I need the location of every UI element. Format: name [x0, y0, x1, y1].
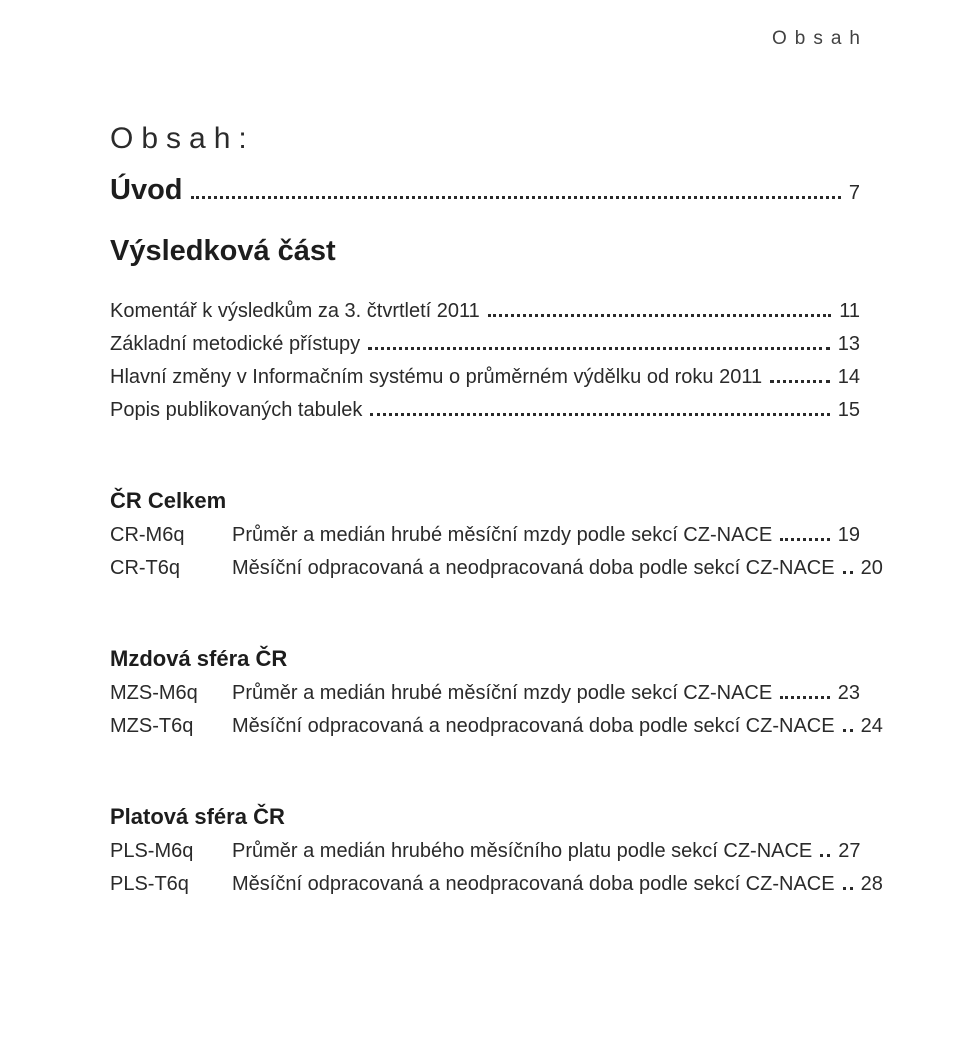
toc-label: Měsíční odpracovaná a neodpracovaná doba…	[232, 715, 835, 738]
toc-label: Základní metodické přístupy	[110, 333, 360, 356]
toc-entry: Popis publikovaných tabulek 15	[110, 399, 860, 422]
toc-page-num: 23	[836, 682, 860, 705]
leader-dots	[780, 538, 830, 541]
toc-page-num: 24	[859, 715, 883, 738]
toc-page-num: 27	[836, 840, 860, 863]
leader-dots	[488, 314, 831, 317]
leader-dots	[191, 196, 841, 199]
toc-page-num: 28	[859, 873, 883, 896]
leader-dots	[820, 854, 830, 857]
leader-dots	[780, 696, 830, 699]
toc-entry: Hlavní změny v Informačním systému o prů…	[110, 366, 860, 389]
toc-entry: CR-M6q Průměr a medián hrubé měsíční mzd…	[110, 524, 860, 547]
leader-dots	[843, 729, 853, 732]
toc-code: CR-M6q	[110, 524, 232, 547]
leader-dots	[368, 347, 830, 350]
leader-dots	[843, 571, 853, 574]
toc-page-num: 19	[836, 524, 860, 547]
toc-page-num: 11	[837, 300, 860, 323]
toc-entry-uvod: Úvod 7	[110, 174, 860, 207]
toc-entry: MZS-M6q Průměr a medián hrubé měsíční mz…	[110, 682, 860, 705]
toc-label: Hlavní změny v Informačním systému o prů…	[110, 366, 762, 389]
toc-page-num: 7	[847, 182, 860, 205]
toc-code: PLS-T6q	[110, 873, 232, 896]
toc-code: MZS-M6q	[110, 682, 232, 705]
toc-label: Měsíční odpracovaná a neodpracovaná doba…	[232, 873, 835, 896]
toc-label: Průměr a medián hrubého měsíčního platu …	[232, 840, 812, 863]
leader-dots	[843, 887, 853, 890]
toc-page-num: 15	[836, 399, 860, 422]
page-header-right: Obsah	[772, 28, 868, 50]
toc-code: PLS-M6q	[110, 840, 232, 863]
toc-entry: MZS-T6q Měsíční odpracovaná a neodpracov…	[110, 715, 860, 738]
toc-label: Komentář k výsledkům za 3. čtvrtletí 201…	[110, 300, 480, 323]
toc-label: Úvod	[110, 174, 183, 207]
toc-label: Měsíční odpracovaná a neodpracovaná doba…	[232, 557, 835, 580]
leader-dots	[370, 413, 829, 416]
toc-entry: Komentář k výsledkům za 3. čtvrtletí 201…	[110, 300, 860, 323]
toc-subhead-platova: Platová sféra ČR	[110, 804, 860, 830]
toc-page-num: 20	[859, 557, 883, 580]
toc-code: CR-T6q	[110, 557, 232, 580]
toc-code: MZS-T6q	[110, 715, 232, 738]
toc-label: Průměr a medián hrubé měsíční mzdy podle…	[232, 682, 772, 705]
toc-subhead-cr-celkem: ČR Celkem	[110, 488, 860, 514]
toc-page-num: 13	[836, 333, 860, 356]
toc-entry: CR-T6q Měsíční odpracovaná a neodpracova…	[110, 557, 860, 580]
toc-label: Popis publikovaných tabulek	[110, 399, 362, 422]
toc-entry: PLS-T6q Měsíční odpracovaná a neodpracov…	[110, 873, 860, 896]
toc-page-num: 14	[836, 366, 860, 389]
toc-entry: Základní metodické přístupy 13	[110, 333, 860, 356]
toc-entry: PLS-M6q Průměr a medián hrubého měsíčníh…	[110, 840, 860, 863]
toc-heading: Obsah:	[110, 122, 860, 156]
toc-subhead-mzdova: Mzdová sféra ČR	[110, 646, 860, 672]
toc-section-vysledkova: Výsledková část	[110, 235, 860, 268]
toc-label: Průměr a medián hrubé měsíční mzdy podle…	[232, 524, 772, 547]
leader-dots	[770, 380, 830, 383]
